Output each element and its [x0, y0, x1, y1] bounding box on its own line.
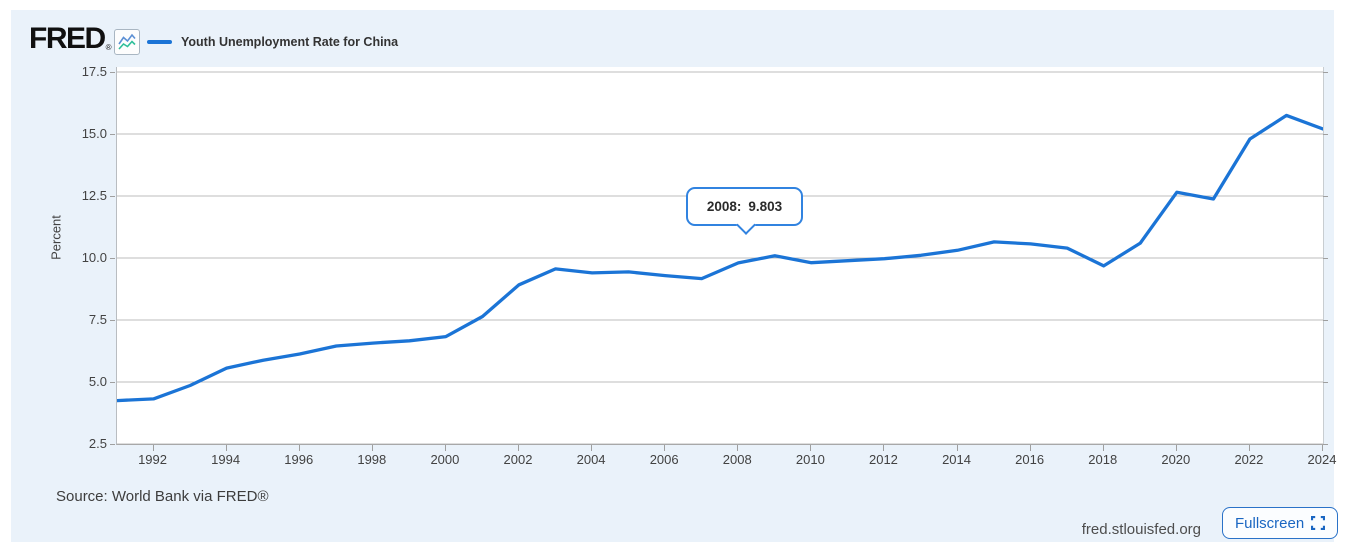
x-axis-label: 1994 [211, 452, 241, 467]
x-axis-tick [1102, 445, 1104, 451]
x-axis-tick [664, 445, 666, 451]
line-chart-svg [117, 71, 1323, 444]
y-axis-tick [1323, 258, 1328, 259]
x-axis-label: 2010 [795, 452, 825, 467]
y-axis-tick [1323, 72, 1328, 73]
sparkline-icon [114, 29, 140, 55]
x-axis-tick [371, 445, 373, 451]
y-axis-tick [1323, 320, 1328, 321]
x-axis-label: 2024 [1307, 452, 1337, 467]
x-axis-tick [518, 445, 519, 451]
y-axis-label: 5.0 [88, 374, 107, 389]
y-axis-tick [110, 320, 115, 321]
fullscreen-icon [1311, 516, 1326, 530]
x-axis-label: 2022 [1234, 452, 1264, 467]
tooltip-year-label: 2008: [706, 199, 742, 214]
x-axis-tick [810, 445, 812, 451]
y-axis-tick [110, 72, 115, 73]
fullscreen-button[interactable]: Fullscreen [1222, 507, 1339, 539]
x-axis-label: 2016 [1015, 452, 1045, 467]
x-axis-label: 2002 [503, 452, 533, 467]
x-axis-tick [1175, 445, 1177, 451]
y-axis-tick [110, 196, 115, 197]
x-axis-tick [298, 445, 300, 451]
fullscreen-button-label: Fullscreen [1235, 514, 1305, 532]
chart-card: FRED ® Youth Unemployment Rate for China… [11, 10, 1339, 542]
chart-plot-area[interactable] [116, 67, 1324, 445]
y-axis-tick [110, 134, 115, 135]
x-axis-tick [1322, 445, 1323, 451]
x-axis-tick [956, 445, 958, 451]
x-axis-label: 2008 [722, 452, 752, 467]
x-axis-label: 2006 [649, 452, 679, 467]
data-tooltip: 2008: 9.803 [686, 187, 803, 235]
x-axis-label: 2012 [868, 452, 898, 467]
x-axis-label: 2004 [576, 452, 606, 467]
x-axis-label: 2000 [430, 452, 460, 467]
x-axis-tick [1029, 445, 1031, 451]
y-axis-label: 15.0 [81, 126, 107, 141]
y-axis-tick [110, 382, 115, 383]
x-axis-tick [152, 445, 154, 451]
x-axis-tick [225, 445, 227, 451]
x-axis-label: 1996 [284, 452, 314, 467]
y-axis-tick [1323, 444, 1328, 445]
source-attribution: Source: World Bank via FRED® [56, 488, 269, 505]
y-axis-tick [110, 444, 115, 445]
y-axis-tick [1323, 134, 1328, 135]
series-legend: Youth Unemployment Rate for China [147, 35, 398, 49]
x-axis-label: 2020 [1161, 452, 1191, 467]
y-axis-label: 10.0 [81, 250, 107, 265]
y-axis-label: 7.5 [88, 312, 107, 327]
y-axis-tick [1323, 382, 1328, 383]
fred-logo-text: FRED [29, 22, 106, 55]
x-axis-tick [444, 445, 446, 451]
x-axis-label: 1992 [138, 452, 167, 467]
y-axis-label: 12.5 [81, 188, 107, 203]
x-axis-label: 1998 [357, 452, 387, 467]
legend-line-swatch [147, 40, 172, 44]
registered-trademark: ® [105, 43, 112, 52]
fred-logo[interactable]: FRED ® [29, 22, 112, 55]
tooltip-value: 9.803 [748, 199, 783, 214]
x-axis-label: 2018 [1088, 452, 1118, 467]
x-axis-tick [883, 445, 885, 451]
x-axis-label: 2014 [942, 452, 971, 467]
y-axis-label: 2.5 [88, 436, 107, 451]
legend-series-label: Youth Unemployment Rate for China [181, 35, 399, 49]
x-axis-tick [591, 445, 593, 451]
fred-site-link[interactable]: fred.stlouisfed.org [1081, 521, 1201, 538]
y-axis-tick [110, 258, 115, 259]
data-line-series [117, 113, 1323, 403]
x-axis-tick [1248, 445, 1250, 451]
x-axis-tick [737, 445, 739, 451]
y-axis-tick [1323, 196, 1328, 197]
y-axis-label: 17.5 [81, 64, 107, 79]
